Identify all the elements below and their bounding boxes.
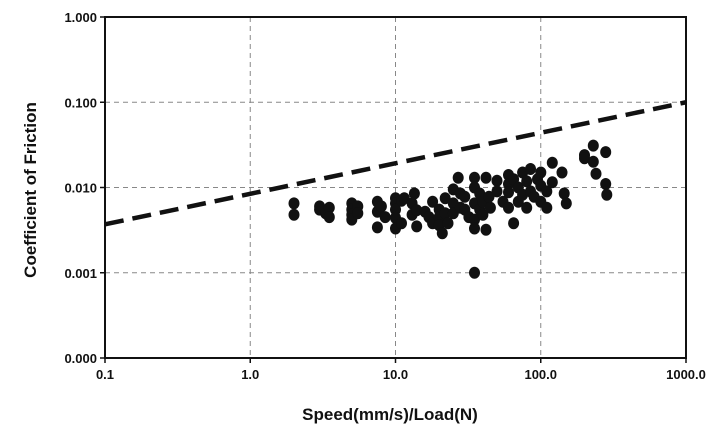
data-point [587,155,599,168]
data-point [477,208,489,221]
data-point [411,204,423,217]
data-points [288,139,613,279]
data-point [288,208,300,221]
x-tick-label: 1000.0 [666,367,706,382]
data-point [411,220,423,233]
axis-ticks [100,16,687,363]
data-point [556,166,568,179]
data-point [436,227,448,240]
data-point [558,187,570,200]
y-tick-label: 0.010 [64,181,97,196]
data-point [483,190,495,203]
data-point [459,190,471,203]
data-point [546,156,558,169]
data-point [521,175,533,188]
data-point [587,139,599,152]
data-point [352,207,364,220]
x-tick-label: 100.0 [524,367,557,382]
data-point [439,192,451,205]
data-point [469,266,480,279]
data-point [590,167,602,180]
data-point [503,186,514,199]
x-axis-title: Speed(mm/s)/Load(N) [302,405,478,424]
data-point [491,185,503,198]
data-point [439,207,451,220]
data-point [469,171,480,184]
data-point [491,174,503,187]
data-point [579,152,590,165]
x-tick-label: 0.1 [96,367,114,382]
data-point [396,217,407,230]
y-tick-label: 1.000 [64,10,97,25]
data-point [323,211,335,224]
data-point [601,188,613,201]
data-point [525,163,536,175]
y-tick-label: 0.000 [64,351,97,366]
y-tick-label: 0.100 [64,95,97,110]
data-point [288,197,300,210]
data-point [427,195,439,208]
data-point [541,201,553,214]
data-point [521,201,533,214]
data-point [390,203,401,216]
data-point [375,200,387,213]
data-point [469,222,480,235]
data-point [379,211,391,224]
data-point [480,223,492,236]
data-point [600,146,612,159]
x-tick-label: 1.0 [241,367,259,382]
dashed-trend-line [104,100,687,227]
y-tick-labels: 0.000 0.001 0.010 0.100 1.000 [64,10,97,366]
y-tick-label: 0.001 [64,266,97,281]
grid-lines [105,17,686,358]
data-point [371,221,383,234]
data-point [442,217,454,230]
data-point [541,185,553,198]
y-axis-title: Coefficient of Friction [21,102,40,278]
data-point [408,187,420,200]
data-point [546,176,558,189]
data-point [452,171,464,184]
data-point [469,213,480,226]
data-point [480,171,492,184]
x-tick-label: 10.0 [383,367,408,382]
data-point [508,217,520,230]
data-point [484,201,496,214]
data-point [503,201,514,214]
data-point [600,178,612,190]
x-tick-labels: 0.1 1.0 10.0 100.0 1000.0 [96,367,706,382]
data-point [323,201,335,214]
data-point [560,197,572,210]
data-point [535,166,547,179]
